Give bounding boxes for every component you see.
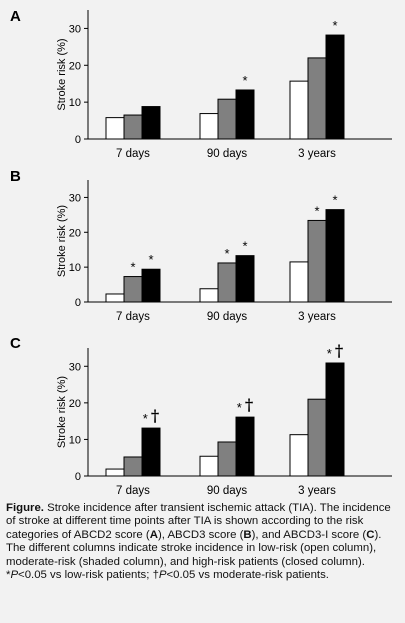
caption-body-4: ). The different columns indicate stroke… — [6, 528, 382, 568]
note-text-1: <0.05 vs low-risk patients; † — [18, 569, 159, 582]
category-label: 7 days — [116, 148, 150, 160]
bar — [235, 255, 255, 303]
category-label: 3 years — [298, 485, 336, 497]
significance-annotation: * — [314, 203, 319, 218]
significance-annotation: * — [242, 239, 247, 254]
bar — [199, 288, 219, 303]
category-label: 90 days — [207, 148, 248, 160]
y-tick-label: 10 — [69, 97, 81, 109]
significance-annotation: * — [332, 18, 337, 33]
significance-annotation: * † — [143, 406, 159, 426]
note-text-2: <0.05 vs moderate-risk patients. — [166, 569, 329, 582]
y-tick-label: 10 — [69, 262, 81, 274]
bar — [105, 117, 125, 140]
bar — [141, 268, 161, 303]
dagger-mark: † — [335, 341, 343, 360]
bar — [141, 427, 161, 477]
y-tick-label: 0 — [75, 134, 81, 146]
asterisk-mark: * — [327, 346, 332, 361]
figure-caption: Figure. Stroke incidence after transient… — [6, 502, 400, 582]
significance-annotation: * — [332, 193, 337, 208]
category-label: 3 years — [298, 148, 336, 160]
caption-bold-b: B — [243, 528, 252, 541]
y-tick-label: 0 — [75, 471, 81, 483]
bar — [289, 434, 309, 477]
bar — [235, 416, 255, 477]
dagger-mark: † — [151, 406, 159, 425]
bar — [105, 293, 125, 303]
caption-paragraph: Figure. Stroke incidence after transient… — [6, 502, 400, 569]
significance-annotation: * — [130, 260, 135, 275]
bar — [325, 209, 345, 303]
bar — [199, 113, 219, 140]
significance-annotation: * — [242, 73, 247, 88]
y-axis-title: Stroke risk (%) — [56, 38, 68, 110]
y-tick-label: 20 — [69, 60, 81, 72]
y-axis-title: Stroke risk (%) — [56, 376, 68, 448]
bar — [141, 106, 161, 140]
bar — [289, 261, 309, 303]
bar — [325, 34, 345, 140]
caption-bold-a: A — [149, 528, 158, 541]
bar — [289, 80, 309, 140]
caption-label: Figure. — [6, 502, 44, 514]
y-tick-label: 0 — [75, 297, 81, 309]
bar — [217, 262, 237, 303]
caption-body-1: The incidence of stroke at different tim… — [6, 502, 391, 541]
caption-notes: *P<0.05 vs low-risk patients; †P<0.05 vs… — [6, 569, 400, 582]
bar — [123, 114, 143, 140]
note-p-1: P — [10, 569, 19, 582]
category-label: 7 days — [116, 311, 150, 323]
bar — [235, 89, 255, 140]
bar — [123, 456, 143, 477]
bar — [217, 98, 237, 140]
asterisk-mark: * — [143, 411, 148, 426]
y-axis-title: Stroke risk (%) — [56, 205, 68, 277]
significance-annotation: * — [224, 246, 229, 261]
bar — [217, 441, 237, 477]
bar — [199, 455, 219, 477]
caption-body-2: ), ABCD3 score ( — [157, 528, 244, 541]
y-tick-label: 20 — [69, 398, 81, 410]
bar — [105, 468, 125, 477]
significance-annotation: * — [148, 252, 153, 267]
panel-letter: A — [10, 8, 21, 25]
bar — [307, 219, 327, 303]
y-tick-label: 20 — [69, 227, 81, 239]
caption-title: Stroke incidence after transient ischemi… — [43, 502, 317, 514]
dagger-mark: † — [245, 395, 253, 414]
note-asterisk: * — [6, 569, 11, 582]
category-label: 90 days — [207, 485, 248, 497]
caption-body-3: ), and ABCD3-I score ( — [251, 528, 367, 541]
category-label: 7 days — [116, 485, 150, 497]
y-tick-label: 10 — [69, 434, 81, 446]
significance-annotation: * † — [327, 341, 343, 361]
asterisk-mark: * — [237, 400, 242, 415]
y-tick-label: 30 — [69, 361, 81, 373]
y-tick-label: 30 — [69, 23, 81, 35]
bar — [307, 57, 327, 140]
caption-bold-c: C — [366, 528, 375, 541]
category-label: 3 years — [298, 311, 336, 323]
bar — [307, 398, 327, 477]
note-p-2: P — [158, 569, 167, 582]
y-tick-label: 30 — [69, 192, 81, 204]
panel-letter: B — [10, 168, 21, 185]
category-label: 90 days — [207, 311, 248, 323]
bar — [123, 276, 143, 303]
bar — [325, 362, 345, 477]
panel-letter: C — [10, 335, 21, 352]
significance-annotation: * † — [237, 395, 253, 415]
